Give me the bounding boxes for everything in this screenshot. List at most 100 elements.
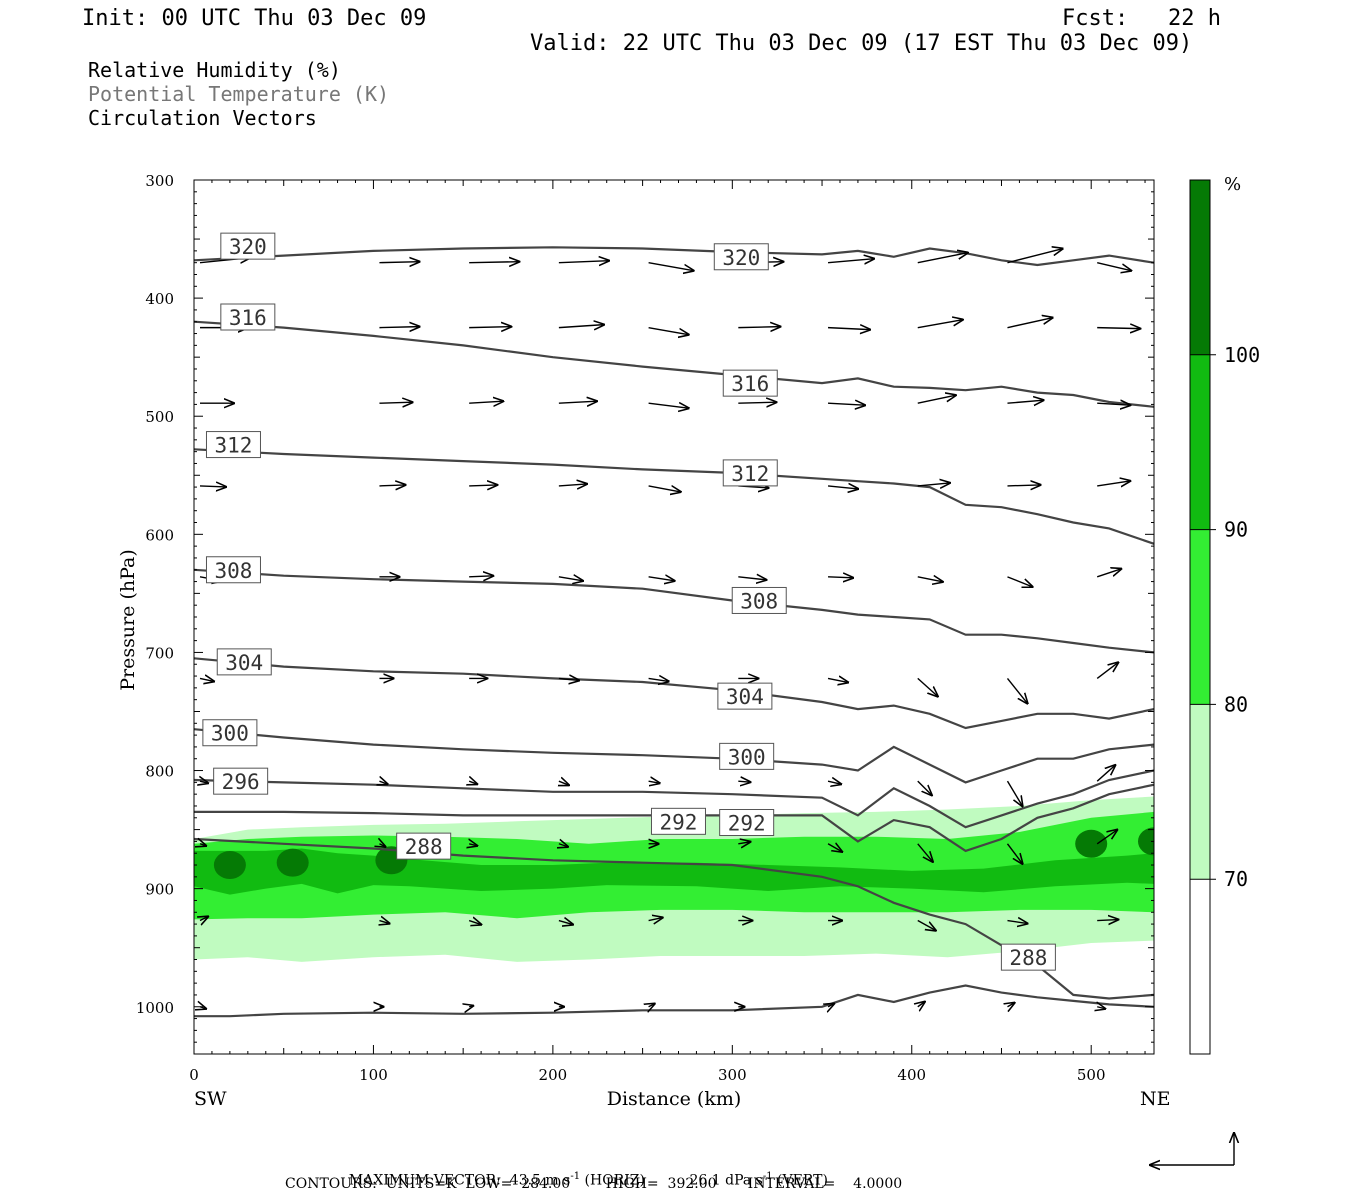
colorbar: 70 80 90 100 (1189, 179, 1260, 1055)
theta-contour-284 (194, 984, 1154, 1018)
x-tick-label: 200 (539, 1066, 568, 1084)
circulation-vector (648, 403, 689, 408)
colorbar-segment (1190, 879, 1210, 1054)
colorbar-segment (1190, 529, 1210, 705)
circulation-vector (469, 576, 493, 577)
valid-time: Valid: 22 UTC Thu 03 Dec 09 (17 EST Thu … (530, 31, 1193, 56)
contour-label-box (722, 369, 778, 397)
contour-label: 296 (213, 767, 269, 795)
contour-label-text: 288 (405, 835, 443, 859)
theta-contour-316 (194, 320, 1154, 408)
contour-label-box (202, 719, 258, 747)
circulation-vector (379, 781, 387, 784)
circulation-vector (1160, 403, 1194, 404)
circulation-vector (917, 843, 933, 862)
circulation-vector (469, 1006, 473, 1007)
circulation-vector (1007, 1003, 1014, 1007)
circulation-vector (1007, 249, 1062, 264)
contour-label: 312 (205, 431, 261, 459)
reference-vector-icon (1150, 1133, 1234, 1165)
y-tick-label: 1000 (136, 999, 174, 1017)
circulation-vector (558, 577, 583, 581)
contour-label-text: 308 (740, 589, 778, 613)
y-tick-label: 600 (145, 526, 174, 544)
contour-label-box (719, 742, 775, 770)
circulation-vector (738, 577, 766, 580)
axes: 300 400 500 600 700 800 900 1000 0 100 200 300 400 50… (136, 172, 1154, 1084)
circulation-vector (1160, 1007, 1168, 1008)
circulation-vector (469, 401, 503, 403)
circulation-vector (558, 325, 604, 328)
colorbar-label: 100 (1224, 343, 1260, 367)
circulation-vector (1160, 781, 1180, 789)
contour-label-text: 312 (215, 434, 253, 458)
circulation-vectors (200, 249, 1194, 1009)
circulation-vector (1007, 318, 1052, 329)
contour-label-text: 300 (211, 722, 249, 746)
circulation-vector (917, 253, 968, 264)
contours-info: CONTOURS: UNITS=K LOW= 284.00 HIGH= 392.… (285, 1176, 903, 1192)
x-axis-label: Distance (km) (607, 1088, 742, 1110)
circulation-vector (1160, 326, 1194, 328)
circulation-vector (917, 320, 963, 329)
circulation-vector (379, 921, 389, 924)
theta-contour-308 (194, 568, 1154, 654)
contour-labels: 320 320 316 316 312 312 308 308 304 304 300 300 296 2… (202, 232, 1056, 971)
circulation-vector (200, 844, 206, 846)
theta-contour-312 (194, 448, 1154, 545)
legend-potential-temperature: Potential Temperature (K) (88, 82, 390, 106)
circulation-vector (828, 1004, 834, 1007)
circulation-vector (469, 781, 477, 784)
circulation-vector (1097, 403, 1130, 405)
circulation-vector (649, 1004, 655, 1007)
contour-label: 316 (220, 303, 276, 331)
colorbar-segment (1190, 704, 1210, 880)
circulation-vector (379, 402, 412, 403)
max-vector-line: MAXIMUM VECTOR: 43.5 m s-1 (HORIZ) 26.1 … (340, 1158, 828, 1188)
circulation-vector (827, 781, 841, 784)
circulation-vector (200, 781, 208, 783)
contour-label-box (713, 243, 769, 271)
vert-value: 26.1 dPa s (689, 1172, 763, 1189)
y-axis-label: Pressure (hPa) (117, 549, 139, 691)
circulation-vector (558, 261, 609, 263)
contour-label: 320 (713, 243, 769, 271)
circulation-vector (917, 483, 950, 486)
rh-band-100-blob (1138, 827, 1154, 856)
theta-contour-296 (194, 769, 1154, 829)
contour-label: 316 (722, 369, 778, 397)
contour-label: 300 (202, 719, 258, 747)
contour-label-text: 304 (726, 685, 764, 709)
contour-label-box (719, 809, 775, 837)
circulation-vector (917, 577, 943, 582)
forecast-label: Fcst: (1062, 6, 1129, 31)
contour-label: 320 (220, 232, 276, 260)
contour-label: 292 (650, 807, 706, 835)
circulation-vector (1007, 576, 1032, 587)
contour-label-text: 292 (660, 810, 698, 834)
contour-label: 288 (396, 832, 452, 860)
circulation-vector (379, 327, 419, 328)
contour-label-box (220, 232, 276, 260)
contour-label-text: 320 (722, 246, 760, 270)
contour-label-text: 300 (728, 745, 766, 769)
contour-label-box (396, 832, 452, 860)
horiz-exponent: -1 (570, 1171, 581, 1182)
circulation-vector (558, 678, 579, 680)
legend-circulation-vectors: Circulation Vectors (88, 106, 317, 130)
contour-label: 312 (722, 459, 778, 487)
circulation-vector (738, 781, 750, 782)
contour-label-text: 304 (225, 651, 263, 675)
circulation-vector (918, 1002, 925, 1007)
circulation-vector (828, 328, 870, 330)
circulation-vector (468, 921, 481, 925)
circulation-vector (1160, 918, 1182, 921)
contour-label-text: 320 (229, 235, 267, 259)
circulation-vector (828, 577, 853, 578)
circulation-vector (1097, 328, 1140, 329)
theta-contour-320 (194, 246, 1154, 267)
contour-label-text: 292 (728, 812, 766, 836)
colorbar-segment (1190, 180, 1210, 355)
contour-label-box (205, 431, 261, 459)
